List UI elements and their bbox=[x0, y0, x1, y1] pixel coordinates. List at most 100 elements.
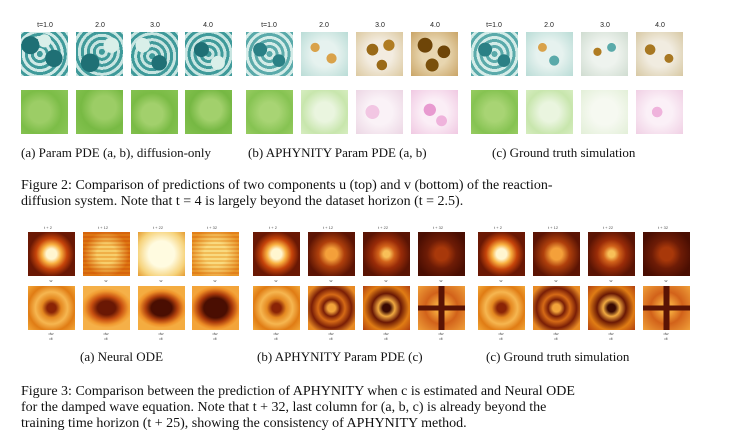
fig2-b-u-tile bbox=[301, 32, 348, 76]
fig3-a-row-label: w bbox=[49, 278, 53, 283]
fig3-dwdt-den: dt bbox=[213, 336, 217, 341]
fig3-b-time-label: t + 32 bbox=[432, 225, 444, 230]
fig3-dwdt-num: dw bbox=[438, 331, 444, 336]
fig3-b-w-tile bbox=[418, 232, 465, 276]
fig2-c-time-label: 3.0 bbox=[600, 22, 610, 29]
fig2-b-v-tile bbox=[356, 90, 403, 134]
fig3-c-dwdt-tile bbox=[643, 286, 690, 330]
fig2-c-u-tile bbox=[471, 32, 518, 76]
fig3-a-w-tile bbox=[192, 232, 239, 276]
fig3-a-time-label: t + 2 bbox=[44, 225, 52, 230]
fig3-b-time-label: t + 2 bbox=[269, 225, 277, 230]
fig3-a-dwdt-tile bbox=[138, 286, 185, 330]
fig2-a-time-label: 3.0 bbox=[150, 22, 160, 29]
fig3-a-row-label: w bbox=[159, 278, 163, 283]
fig2-subcaption-c: (c) Ground truth simulation bbox=[492, 145, 636, 160]
fig3-a-row-label: w bbox=[213, 278, 217, 283]
fig2-c-v-tile bbox=[581, 90, 628, 134]
fig3-a-row-label: w bbox=[104, 278, 108, 283]
fig3-c-dwdt-tile bbox=[588, 286, 635, 330]
fig3-dwdt-den: dt bbox=[554, 336, 558, 341]
fig2-c-time-label: t=1.0 bbox=[486, 22, 502, 29]
fig3-b-row-label: w bbox=[274, 278, 278, 283]
fig3-caption-line: for the damped wave equation. Note that … bbox=[21, 400, 547, 415]
fig3-caption-line: Figure 3: Comparison between the predict… bbox=[21, 384, 575, 399]
fig3-subcaption-c: (c) Ground truth simulation bbox=[486, 349, 630, 364]
fig3-a-time-label: t + 12 bbox=[97, 225, 109, 230]
fig3-c-row-label: w bbox=[609, 278, 613, 283]
fig3-a-w-tile bbox=[28, 232, 75, 276]
fig3-dwdt-num: dw bbox=[383, 331, 389, 336]
fig3-dwdt-den: dt bbox=[664, 336, 668, 341]
fig3-c-time-label: t + 2 bbox=[494, 225, 502, 230]
fig3-b-time-label: t + 12 bbox=[322, 225, 334, 230]
fig3-dwdt-num: dw bbox=[212, 331, 218, 336]
fig3-dwdt-num: dw bbox=[663, 331, 669, 336]
fig2-subcaption-a: (a) Param PDE (a, b), diffusion-only bbox=[21, 145, 212, 160]
fig3-b-time-label: t + 22 bbox=[377, 225, 389, 230]
fig3-b-row-label: w bbox=[384, 278, 388, 283]
fig3-dwdt-num: dw bbox=[273, 331, 279, 336]
fig3-dwdt-num: dw bbox=[498, 331, 504, 336]
fig2-b-u-tile bbox=[246, 32, 293, 76]
fig2-c-v-tile bbox=[471, 90, 518, 134]
fig3-caption-line: training time horizon (t + 25), showing … bbox=[21, 416, 467, 431]
fig3-b-w-tile bbox=[363, 232, 410, 276]
fig3-dwdt-den: dt bbox=[159, 336, 163, 341]
fig3-dwdt-den: dt bbox=[104, 336, 108, 341]
fig3-a-w-tile bbox=[138, 232, 185, 276]
fig2-a-time-label: t=1.0 bbox=[37, 22, 53, 29]
fig2-b-time-label: 2.0 bbox=[319, 22, 329, 29]
fig2-a-v-tile bbox=[76, 90, 123, 134]
fig3-dwdt-den: dt bbox=[384, 336, 388, 341]
fig3-dwdt-den: dt bbox=[274, 336, 278, 341]
fig3-a-dwdt-tile bbox=[28, 286, 75, 330]
fig2-b-v-tile bbox=[301, 90, 348, 134]
fig2-b-time-label: 4.0 bbox=[430, 22, 440, 29]
fig3-a-dwdt-tile bbox=[83, 286, 130, 330]
fig3-b-dwdt-tile bbox=[363, 286, 410, 330]
fig3-b-row-label: w bbox=[439, 278, 443, 283]
fig3-dwdt-num: dw bbox=[48, 331, 54, 336]
fig3-dwdt-num: dw bbox=[608, 331, 614, 336]
fig3-b-w-tile bbox=[253, 232, 300, 276]
fig3-c-w-tile bbox=[478, 232, 525, 276]
fig3-c-time-label: t + 22 bbox=[602, 225, 614, 230]
fig2-b-u-tile bbox=[411, 32, 458, 76]
fig2-c-time-label: 4.0 bbox=[655, 22, 665, 29]
fig3-subcaption-b: (b) APHYNITY Param PDE (c) bbox=[257, 349, 423, 364]
fig2-caption-line: Figure 2: Comparison of predictions of t… bbox=[21, 178, 553, 193]
fig3-dwdt-num: dw bbox=[328, 331, 334, 336]
fig2-a-time-label: 2.0 bbox=[95, 22, 105, 29]
fig3-dwdt-den: dt bbox=[49, 336, 53, 341]
fig2-b-v-tile bbox=[246, 90, 293, 134]
fig3-b-row-label: w bbox=[329, 278, 333, 283]
fig3-dwdt-den: dt bbox=[329, 336, 333, 341]
fig2-b-time-label: 3.0 bbox=[375, 22, 385, 29]
fig3-c-row-label: w bbox=[664, 278, 668, 283]
fig3-a-dwdt-tile bbox=[192, 286, 239, 330]
fig3-caption: Figure 3: Comparison between the predict… bbox=[21, 384, 701, 432]
fig2-b-time-label: t=1.0 bbox=[261, 22, 277, 29]
fig3-c-row-label: w bbox=[499, 278, 503, 283]
fig3-dwdt-num: dw bbox=[553, 331, 559, 336]
fig3-b-dwdt-tile bbox=[308, 286, 355, 330]
fig3-a-time-label: t + 22 bbox=[152, 225, 164, 230]
fig3-a-time-label: t + 32 bbox=[206, 225, 218, 230]
fig3-subcaption-a: (a) Neural ODE bbox=[80, 349, 164, 364]
fig2-a-u-tile bbox=[131, 32, 178, 76]
fig3-dwdt-num: dw bbox=[158, 331, 164, 336]
fig3-dwdt-den: dt bbox=[499, 336, 503, 341]
fig2-caption-line: diffusion system. Note that t = 4 is lar… bbox=[21, 194, 464, 209]
fig3-c-row-label: w bbox=[554, 278, 558, 283]
fig2-b-u-tile bbox=[356, 32, 403, 76]
fig3-c-dwdt-tile bbox=[533, 286, 580, 330]
fig2-subcaption-b: (b) APHYNITY Param PDE (a, b) bbox=[248, 145, 427, 160]
fig2-a-u-tile bbox=[76, 32, 123, 76]
fig3-c-time-label: t + 32 bbox=[657, 225, 669, 230]
fig2-b-v-tile bbox=[411, 90, 458, 134]
fig2-c-time-label: 2.0 bbox=[544, 22, 554, 29]
fig2-a-v-tile bbox=[131, 90, 178, 134]
fig2-a-time-label: 4.0 bbox=[203, 22, 213, 29]
fig3-b-w-tile bbox=[308, 232, 355, 276]
